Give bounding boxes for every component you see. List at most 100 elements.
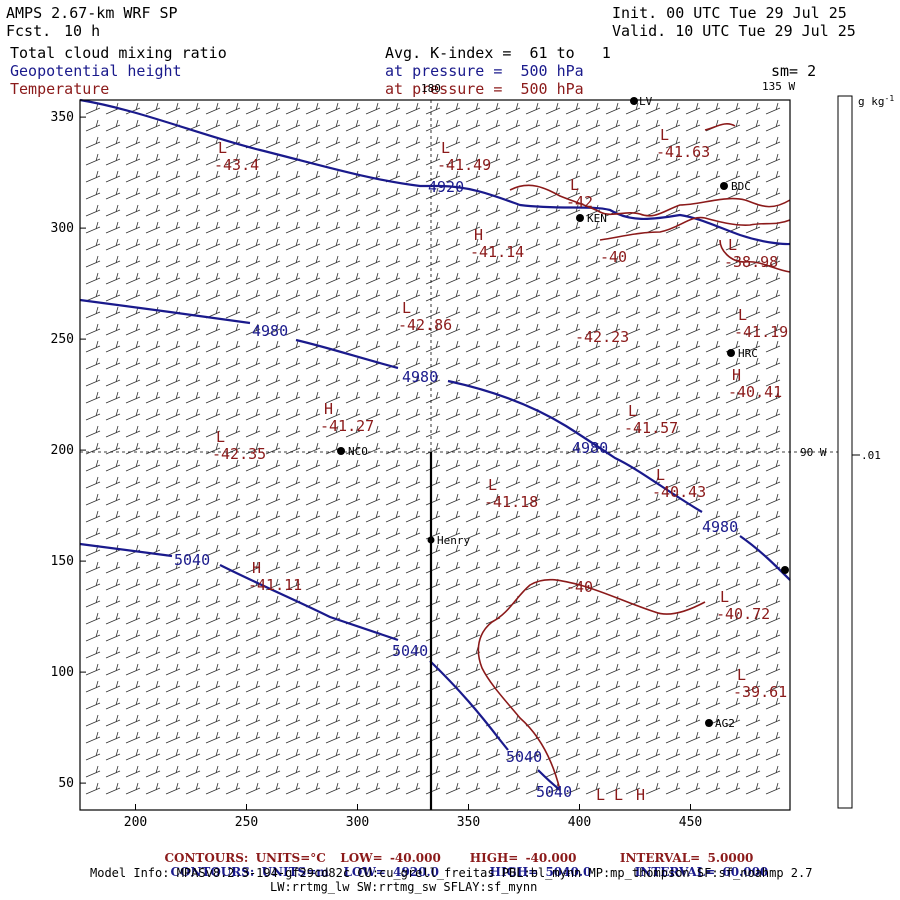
extremum-type: L <box>737 666 746 684</box>
svg-text:KEN: KEN <box>587 212 607 225</box>
extremum-h: H-41.11 <box>248 559 302 594</box>
extremum-type: L <box>660 126 669 144</box>
height-contour-5040-b <box>219 564 399 642</box>
x-tick-label: 400 <box>568 815 591 830</box>
field-cloud-mixing: Total cloud mixing ratio <box>10 44 227 62</box>
extremum-value: -41.14 <box>470 243 524 261</box>
extremum-l: L-41.19 <box>734 306 788 341</box>
extremum-value: -38.98 <box>724 253 778 271</box>
x-tick-label: 200 <box>124 815 147 830</box>
pressure-level-temp: at pressure = 500 hPa <box>385 80 584 98</box>
svg-text:NCO: NCO <box>348 445 368 458</box>
extra-mark-l2: L <box>614 786 623 804</box>
y-tick-label: 200 <box>51 443 74 458</box>
extremum-value: -43.4 <box>214 156 259 174</box>
x-tick-label: 450 <box>679 815 702 830</box>
svg-text:AG2: AG2 <box>715 717 735 730</box>
lon-label-135w: 135 W <box>762 80 795 93</box>
station-lv: LV <box>630 95 653 108</box>
height-label-5040-b: 5040 <box>392 642 428 660</box>
temperature-contours <box>477 123 791 791</box>
y-tick-label: 300 <box>51 221 74 236</box>
station-bdc: BDC <box>720 180 751 193</box>
y-axis: 50 100 150 200 250 300 350 <box>51 110 86 791</box>
extra-mark-l1: L <box>596 786 605 804</box>
extremum-l: L-42 <box>566 176 593 211</box>
height-contour-4980-c <box>447 379 703 513</box>
temp-contour-east <box>719 239 791 273</box>
temp-labels: -40 -40 <box>566 248 627 596</box>
extremum-h: H-40.41 <box>728 366 782 401</box>
extremum-l: L-41.57 <box>624 402 678 437</box>
height-label-4980-b: 4980 <box>402 368 438 386</box>
extremum-value: -42.23 <box>575 328 629 346</box>
height-label-5040-d: 5040 <box>536 783 572 801</box>
x-tick-label: 300 <box>346 815 369 830</box>
extremum-type: L <box>738 306 747 324</box>
extremum-value: -41.49 <box>437 156 491 174</box>
station-henry: Henry <box>427 534 470 547</box>
station-east-edge <box>781 566 789 574</box>
extremum-value: -42.23 <box>575 328 629 346</box>
extremum-l: L-41.49 <box>437 139 491 174</box>
extremum-value: -41.63 <box>656 143 710 161</box>
extremum-type: L <box>218 139 227 157</box>
extra-marks: L L H <box>596 786 645 804</box>
station-nco: NCO <box>337 445 368 458</box>
extremum-h: H-41.27 <box>320 400 374 435</box>
svg-text:LV: LV <box>639 95 653 108</box>
extremum-value: -41.27 <box>320 417 374 435</box>
extremum-value: -41.57 <box>624 419 678 437</box>
height-contour-4980-a <box>79 298 251 325</box>
height-labels: 4920 4980 4980 4980 4980 5040 5040 5040 … <box>174 178 738 801</box>
extremum-value: -41.11 <box>248 576 302 594</box>
extremum-type: L <box>720 588 729 606</box>
model-info-line-2: LW:rrtmg_lw SW:rrtmg_sw SFLAY:sf_mynn <box>270 880 538 894</box>
extra-mark-h: H <box>636 786 645 804</box>
height-label-5040-a: 5040 <box>174 551 210 569</box>
model-info-line-1: Model Info: MPASv8.2.3-194-gf29cd82c CU:… <box>90 866 813 880</box>
footer-temp-contours: CONTOURS: UNITS=°C LOW= -40.000 HIGH= -4… <box>164 851 754 865</box>
x-tick-label: 350 <box>457 815 480 830</box>
extremum-type: L <box>488 476 497 494</box>
y-tick-label: 100 <box>51 665 74 680</box>
extremum-value: -39.61 <box>733 683 787 701</box>
extremum-l: L-42.35 <box>212 428 266 463</box>
temp-contour-south <box>477 578 706 791</box>
extremum-type: L <box>441 139 450 157</box>
height-contour-4980-d <box>739 535 791 581</box>
svg-text:Henry: Henry <box>437 534 470 547</box>
extremum-l: L-42.86 <box>398 299 452 334</box>
svg-text:BDC: BDC <box>731 180 751 193</box>
extremum-value: -41.18 <box>484 493 538 511</box>
plot-frame <box>79 99 791 811</box>
lon-label-90w: 90 W <box>800 446 827 459</box>
temp-label-south: -40 <box>566 578 593 596</box>
height-contour-5040-a <box>79 542 173 558</box>
temp-contour-north <box>509 184 791 217</box>
k-index-range: Avg. K-index = 61 to 1 <box>385 44 611 62</box>
y-tick-label: 250 <box>51 332 74 347</box>
footer-height-contours: CONTOURS: UNITS=m LOW= 4920.0 HIGH= 5040… <box>170 865 769 879</box>
extremum-type: L <box>570 176 579 194</box>
extremum-value: -40.41 <box>728 383 782 401</box>
station-hrc: HRC <box>727 347 758 360</box>
temperature-extrema: L-43.4L-41.49L-41.63L-42H-41.14 L-38.98L-… <box>212 126 788 701</box>
y-tick-label: 50 <box>58 776 74 791</box>
y-tick-label: 150 <box>51 554 74 569</box>
x-axis: 200 250 300 350 400 450 <box>124 804 702 830</box>
extremum-h: H-41.14 <box>470 226 524 261</box>
height-contours <box>79 98 791 791</box>
extremum-l: L-40.43 <box>652 466 706 501</box>
y-tick-label: 350 <box>51 110 74 125</box>
height-label-4920: 4920 <box>428 178 464 196</box>
temp-contour-ne-edge <box>704 123 736 131</box>
pressure-level-height: at pressure = 500 hPa <box>385 62 584 80</box>
extremum-l: L-43.4 <box>214 139 259 174</box>
lon-label-180: 180 <box>421 82 441 95</box>
height-contour-5040-d <box>537 769 561 791</box>
colorbar-unit: g kg-1 <box>858 94 894 108</box>
init-time: Init. 00 UTC Tue 29 Jul 25 <box>612 4 847 22</box>
extremum-l: L-41.63 <box>656 126 710 161</box>
temp-contour-north-lobe <box>599 216 791 241</box>
